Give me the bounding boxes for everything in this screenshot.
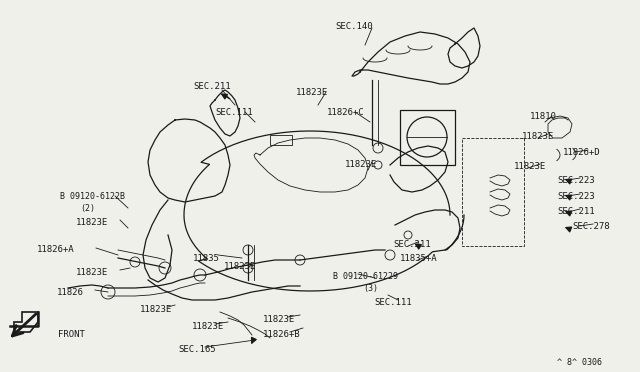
Text: 11823E: 11823E [224,262,256,271]
Text: B 09120-6122B: B 09120-6122B [60,192,125,201]
Text: 11823E: 11823E [192,322,224,331]
Text: 11826+A: 11826+A [37,245,75,254]
Text: 11826+B: 11826+B [263,330,301,339]
Bar [462,138,524,246]
Bar [270,135,292,145]
Text: SEC.165: SEC.165 [178,345,216,354]
Text: 11826: 11826 [57,288,84,297]
Text: SEC.140: SEC.140 [335,22,372,31]
Text: 11835: 11835 [193,254,220,263]
Text: SEC.111: SEC.111 [374,298,412,307]
Text: SEC.223: SEC.223 [557,176,595,185]
Text: SEC.211: SEC.211 [193,82,230,91]
Text: 11823E: 11823E [345,160,377,169]
Text: 11823E: 11823E [263,315,295,324]
Bar [400,110,455,165]
Text: (3): (3) [363,284,378,293]
Text: SEC.211: SEC.211 [393,240,431,249]
Text: (2): (2) [80,204,95,213]
Polygon shape [14,312,38,332]
Text: 11823E: 11823E [76,218,108,227]
Text: 11823E: 11823E [140,305,172,314]
Text: 11826+D: 11826+D [563,148,600,157]
Text: SEC.111: SEC.111 [215,108,253,117]
Text: 11826+C: 11826+C [327,108,365,117]
Text: 11810: 11810 [530,112,557,121]
Text: 11823E: 11823E [296,88,328,97]
Text: SEC.223: SEC.223 [557,192,595,201]
Text: 11823E: 11823E [514,162,547,171]
Text: FRONT: FRONT [58,330,85,339]
Text: SEC.211: SEC.211 [557,207,595,216]
Text: 11823E: 11823E [522,132,554,141]
Text: 11835+A: 11835+A [400,254,438,263]
Text: SEC.278: SEC.278 [572,222,610,231]
Text: ^ 8^ 0306: ^ 8^ 0306 [557,358,602,367]
Text: 11823E: 11823E [76,268,108,277]
Text: B 09120-61229: B 09120-61229 [333,272,398,281]
